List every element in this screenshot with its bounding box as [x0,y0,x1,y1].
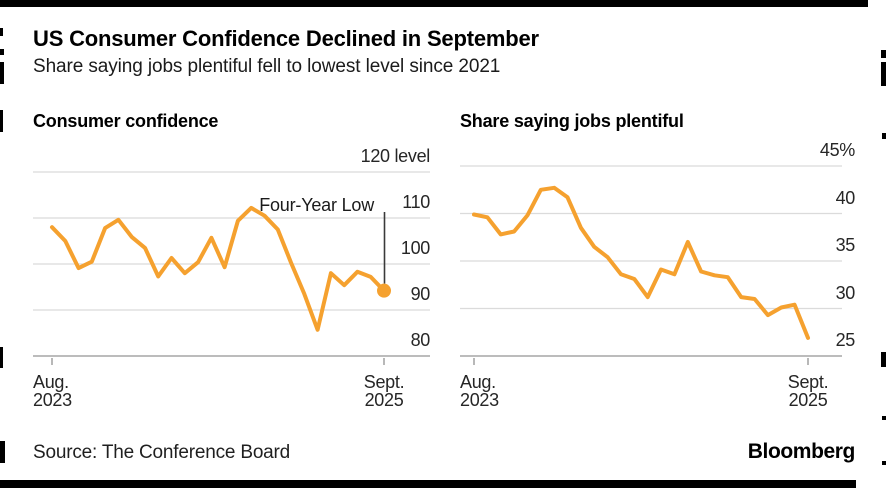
edge-artifact [0,441,5,463]
x-axis-label-start: Aug. 2023 [33,373,72,409]
top-rule [0,0,868,7]
edge-artifact [882,133,886,139]
panel-title-consumer-confidence: Consumer confidence [33,111,219,131]
x-axis-label-end: Sept. 2025 [339,373,429,409]
x-axis-label-line: 2023 [33,390,72,410]
y-axis-tick-label: 35 [835,235,856,255]
x-axis-label-line: 2025 [364,390,404,410]
page-title: US Consumer Confidence Declined in Septe… [33,26,539,51]
y-axis-tick-label: 40 [835,187,856,208]
x-axis-label-line: Aug. [460,372,496,392]
edge-artifact [881,352,886,367]
x-axis-label-end: Sept. 2025 [763,373,853,409]
edge-artifact [0,347,3,368]
y-axis-tick-label: 120 level [360,146,431,166]
edge-artifact [882,461,886,465]
source-note: Source: The Conference Board [33,442,291,463]
x-axis-label-line: Sept. [363,372,405,392]
edge-artifact [0,28,3,36]
bloomberg-logo: Bloomberg [747,440,856,463]
y-axis-tick-label: 100 [400,238,430,258]
consumer-confidence-line [50,205,386,332]
x-axis-label-line: Aug. [33,372,69,392]
y-axis-tick-label: 110 [402,192,430,212]
edge-artifact [881,62,886,86]
jobs-plentiful-line [472,185,810,340]
x-axis-label-line: 2023 [460,390,499,410]
x-axis-label-line: Sept. [787,372,829,392]
edge-artifact [882,416,886,420]
panel-title-jobs-plentiful: Share saying jobs plentiful [460,111,684,131]
end-point-marker [377,283,391,298]
y-axis-tick-label: 90 [410,284,431,304]
edge-artifact [0,62,4,84]
y-axis-tick-label: 80 [410,330,431,350]
y-axis-tick-label: 45% [819,140,855,160]
page-subtitle: Share saying jobs plentiful fell to lowe… [33,56,501,77]
annotation-label: Four-Year Low [259,195,374,215]
x-axis-label-line: 2025 [788,390,828,410]
edge-artifact [0,110,3,132]
bottom-rule [0,480,856,488]
edge-artifact [0,49,4,55]
edge-artifact [881,50,886,58]
y-axis-tick-label: 25 [835,330,856,350]
y-axis-tick-label: 30 [835,282,856,303]
x-axis-label-start: Aug. 2023 [460,373,499,409]
